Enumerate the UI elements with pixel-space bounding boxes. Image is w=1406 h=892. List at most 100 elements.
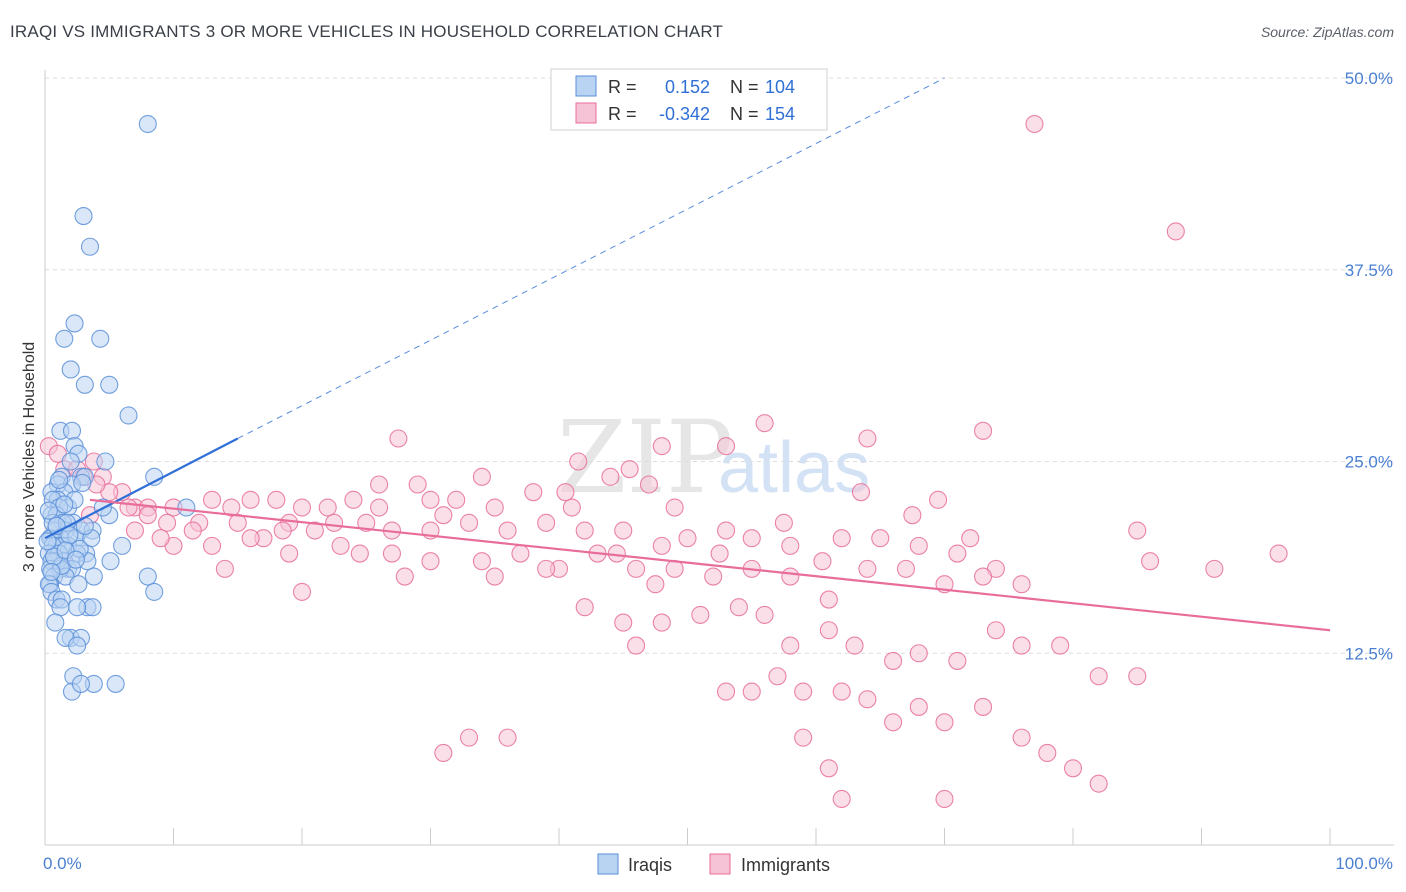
iraqis-point <box>100 375 119 394</box>
immigrants-point <box>350 544 369 563</box>
immigrants-point <box>652 437 671 456</box>
legend-swatch-immigrants <box>575 102 597 124</box>
immigrants-point <box>151 529 170 548</box>
legend-swatch-iraqis <box>575 75 597 97</box>
immigrants-point <box>119 498 138 517</box>
immigrants-point <box>986 621 1005 640</box>
immigrants-point <box>819 590 838 609</box>
correlation-legend: R = 0.152 N = 104 R = -0.342 N = 154 <box>550 68 828 131</box>
iraqis-point <box>66 550 85 569</box>
immigrants-point <box>569 452 588 471</box>
legend-n-value-iraqis: 104 <box>765 77 795 97</box>
iraqis-point <box>138 114 157 134</box>
immigrants-point <box>1089 667 1108 686</box>
iraqis-point <box>96 452 115 471</box>
immigrants-point <box>382 544 402 563</box>
immigrants-point <box>832 529 851 548</box>
axes <box>44 70 1394 846</box>
iraqis-point <box>106 674 125 693</box>
immigrants-point <box>948 651 967 670</box>
immigrants-point <box>537 513 556 532</box>
immigrants-point <box>434 743 453 763</box>
immigrants-point <box>318 498 337 517</box>
immigrants-point <box>627 636 646 655</box>
immigrants-point <box>935 713 954 732</box>
immigrants-point <box>241 529 260 548</box>
immigrants-point <box>819 759 838 778</box>
chart-title: IRAQI VS IMMIGRANTS 3 OR MORE VEHICLES I… <box>10 22 724 41</box>
immigrants-point <box>421 490 440 509</box>
immigrants-point <box>678 529 697 548</box>
immigrants-point <box>781 636 800 655</box>
immigrants-point <box>704 567 723 586</box>
immigrants-point <box>646 575 665 594</box>
iraqis-point <box>42 562 61 581</box>
immigrants-point <box>222 498 241 517</box>
immigrants-point <box>973 697 993 716</box>
iraqis-point <box>73 473 92 493</box>
iraqis-point <box>71 674 91 693</box>
iraqis-point <box>55 495 74 514</box>
immigrants-point <box>665 498 684 517</box>
immigrants-point <box>389 429 408 448</box>
immigrants-point <box>845 636 864 655</box>
immigrants-point <box>498 521 517 540</box>
bottom-legend-swatch-immigrants <box>709 853 731 875</box>
immigrants-point <box>781 567 800 586</box>
immigrants-point <box>459 728 479 747</box>
immigrants-point <box>280 544 299 563</box>
immigrants-point <box>537 559 556 578</box>
iraqis-point <box>61 452 80 471</box>
immigrants-point <box>742 529 761 548</box>
bottom-legend-swatch-iraqis <box>597 853 619 875</box>
y-tick-label: 25.0% <box>1345 453 1393 472</box>
legend-r-label-immigrants: R = <box>608 104 637 124</box>
legend-box <box>550 68 828 131</box>
legend-r-value-immigrants: -0.342 <box>659 104 710 124</box>
immigrants-point <box>729 598 748 617</box>
x-ticks <box>173 828 1331 845</box>
immigrants-point <box>408 475 427 494</box>
immigrants-point <box>472 467 491 486</box>
y-axis-title: 3 or more Vehicles in Household <box>21 342 38 572</box>
immigrants-point <box>768 667 787 686</box>
iraqis-point <box>83 598 102 617</box>
immigrants-point <box>395 567 414 586</box>
immigrants-point <box>691 605 710 624</box>
immigrants-point <box>794 728 813 747</box>
immigrants-point <box>524 483 543 502</box>
immigrants-point <box>562 498 581 517</box>
immigrants-point <box>472 552 491 571</box>
y-tick-label: 37.5% <box>1345 261 1393 280</box>
immigrants-point <box>858 559 877 578</box>
immigrants-point <box>652 613 671 632</box>
immigrants-point <box>973 421 993 440</box>
iraqis-point <box>61 360 80 379</box>
iraqis-point <box>62 421 82 440</box>
legend-n-value-immigrants: 154 <box>765 104 795 124</box>
bottom-legend-label-iraqis: Iraqis <box>628 855 672 875</box>
immigrants-point <box>614 521 633 540</box>
immigrants-point <box>1038 743 1057 763</box>
immigrants-point <box>1128 521 1147 540</box>
iraqis-trend-line <box>44 437 239 540</box>
immigrants-point <box>241 490 260 509</box>
iraqis-point <box>84 567 103 586</box>
immigrants-point <box>575 598 594 617</box>
immigrants-point <box>716 437 736 456</box>
immigrants-point <box>710 544 729 563</box>
immigrants-points <box>39 114 1288 809</box>
immigrants-point <box>575 521 594 540</box>
iraqis-point <box>68 636 87 655</box>
immigrants-point <box>813 552 832 571</box>
immigrants-point <box>331 536 350 555</box>
immigrants-point <box>292 582 312 601</box>
immigrants-point <box>447 490 466 509</box>
immigrants-point <box>1012 575 1031 594</box>
immigrants-point <box>421 552 440 571</box>
immigrants-point <box>215 559 234 578</box>
immigrants-point <box>639 475 659 494</box>
legend-n-label-immigrants: N = <box>730 104 759 124</box>
iraqis-point <box>119 406 138 425</box>
iraqis-point <box>39 501 58 520</box>
